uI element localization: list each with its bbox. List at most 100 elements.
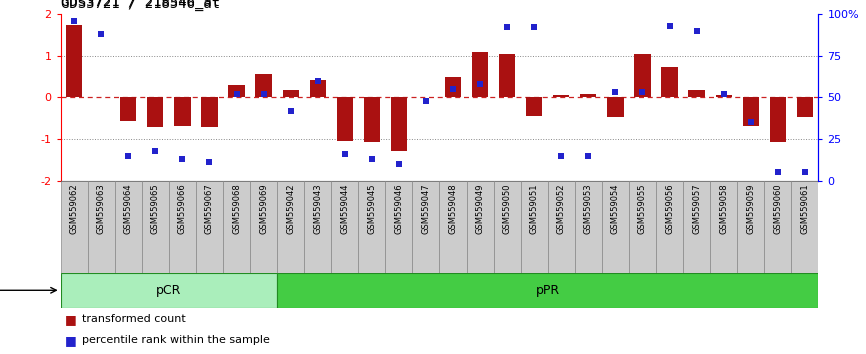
Point xyxy=(365,156,378,162)
Point xyxy=(68,18,81,24)
Bar xyxy=(445,76,461,97)
Text: GSM559068: GSM559068 xyxy=(232,183,241,234)
Text: GSM559064: GSM559064 xyxy=(124,183,132,234)
Bar xyxy=(61,273,277,308)
Point xyxy=(689,28,703,34)
Bar xyxy=(547,181,575,273)
Bar xyxy=(255,74,272,97)
Text: GSM559049: GSM559049 xyxy=(475,183,485,234)
Bar xyxy=(683,181,710,273)
Text: GSM559055: GSM559055 xyxy=(638,183,647,234)
Bar xyxy=(607,97,624,117)
Bar xyxy=(715,95,732,97)
Point xyxy=(527,25,541,30)
Bar xyxy=(662,67,678,97)
Text: GSM559046: GSM559046 xyxy=(394,183,404,234)
Bar xyxy=(472,52,488,97)
Text: GSM559045: GSM559045 xyxy=(367,183,377,234)
Bar xyxy=(229,85,244,97)
Text: GSM559065: GSM559065 xyxy=(151,183,160,234)
Bar xyxy=(223,181,250,273)
Bar xyxy=(282,90,299,97)
Bar xyxy=(196,181,223,273)
Bar xyxy=(364,97,380,142)
Text: GDS3721 / 218546_at: GDS3721 / 218546_at xyxy=(61,0,220,11)
Bar xyxy=(147,97,164,127)
Bar xyxy=(743,97,759,126)
Text: GSM559047: GSM559047 xyxy=(422,183,430,234)
Point xyxy=(121,153,135,159)
Bar xyxy=(656,181,683,273)
Bar xyxy=(250,181,277,273)
Bar xyxy=(331,181,359,273)
Point xyxy=(771,170,785,175)
Point xyxy=(446,86,460,92)
Point xyxy=(744,120,758,125)
Bar xyxy=(142,181,169,273)
Text: percentile rank within the sample: percentile rank within the sample xyxy=(82,335,270,345)
Point xyxy=(229,91,243,97)
Text: GSM559052: GSM559052 xyxy=(557,183,565,234)
Point xyxy=(717,91,731,97)
Point xyxy=(581,153,595,159)
Point xyxy=(392,161,406,167)
Bar xyxy=(385,181,412,273)
Bar xyxy=(688,90,705,97)
Point xyxy=(338,151,352,157)
Point xyxy=(662,23,676,29)
Text: ■: ■ xyxy=(65,313,77,326)
Bar xyxy=(114,181,142,273)
Bar xyxy=(575,181,602,273)
Point xyxy=(256,91,270,97)
Bar xyxy=(634,54,650,97)
Bar xyxy=(391,97,407,152)
Point xyxy=(176,156,190,162)
Text: GSM559063: GSM559063 xyxy=(97,183,106,234)
Bar xyxy=(304,181,331,273)
Text: GSM559066: GSM559066 xyxy=(178,183,187,234)
Bar xyxy=(499,54,515,97)
Bar xyxy=(277,273,818,308)
Bar xyxy=(770,97,786,142)
Bar xyxy=(494,181,520,273)
Point xyxy=(798,170,811,175)
Text: transformed count: transformed count xyxy=(82,314,186,325)
Text: GSM559056: GSM559056 xyxy=(665,183,674,234)
Text: GSM559053: GSM559053 xyxy=(584,183,593,234)
Text: GSM559060: GSM559060 xyxy=(773,183,782,234)
Point xyxy=(636,90,650,95)
Text: pPR: pPR xyxy=(536,284,559,297)
Text: GSM559062: GSM559062 xyxy=(69,183,79,234)
Text: GSM559061: GSM559061 xyxy=(800,183,810,234)
Point xyxy=(501,25,514,30)
Text: ■: ■ xyxy=(65,334,77,347)
Point xyxy=(203,159,216,165)
Point xyxy=(94,31,108,37)
Text: GSM559043: GSM559043 xyxy=(313,183,322,234)
Text: GSM559067: GSM559067 xyxy=(205,183,214,234)
Bar xyxy=(174,97,191,126)
Bar xyxy=(553,95,570,97)
Point xyxy=(554,153,568,159)
Bar xyxy=(169,181,196,273)
Bar xyxy=(337,97,353,141)
Bar xyxy=(439,181,467,273)
Bar xyxy=(359,181,385,273)
Point xyxy=(284,108,298,114)
Text: GSM559054: GSM559054 xyxy=(611,183,620,234)
Point xyxy=(609,90,623,95)
Bar xyxy=(602,181,629,273)
Point xyxy=(148,148,162,153)
Bar xyxy=(629,181,656,273)
Bar xyxy=(527,97,542,116)
Bar xyxy=(764,181,792,273)
Text: GSM559048: GSM559048 xyxy=(449,183,457,234)
Text: GSM559050: GSM559050 xyxy=(502,183,512,234)
Text: GDS3721 / 218546_at: GDS3721 / 218546_at xyxy=(61,0,220,9)
Text: GSM559069: GSM559069 xyxy=(259,183,268,234)
Text: GSM559042: GSM559042 xyxy=(286,183,295,234)
Bar xyxy=(310,80,326,97)
Bar xyxy=(710,181,737,273)
Point xyxy=(311,78,325,84)
Text: GSM559059: GSM559059 xyxy=(746,183,755,234)
